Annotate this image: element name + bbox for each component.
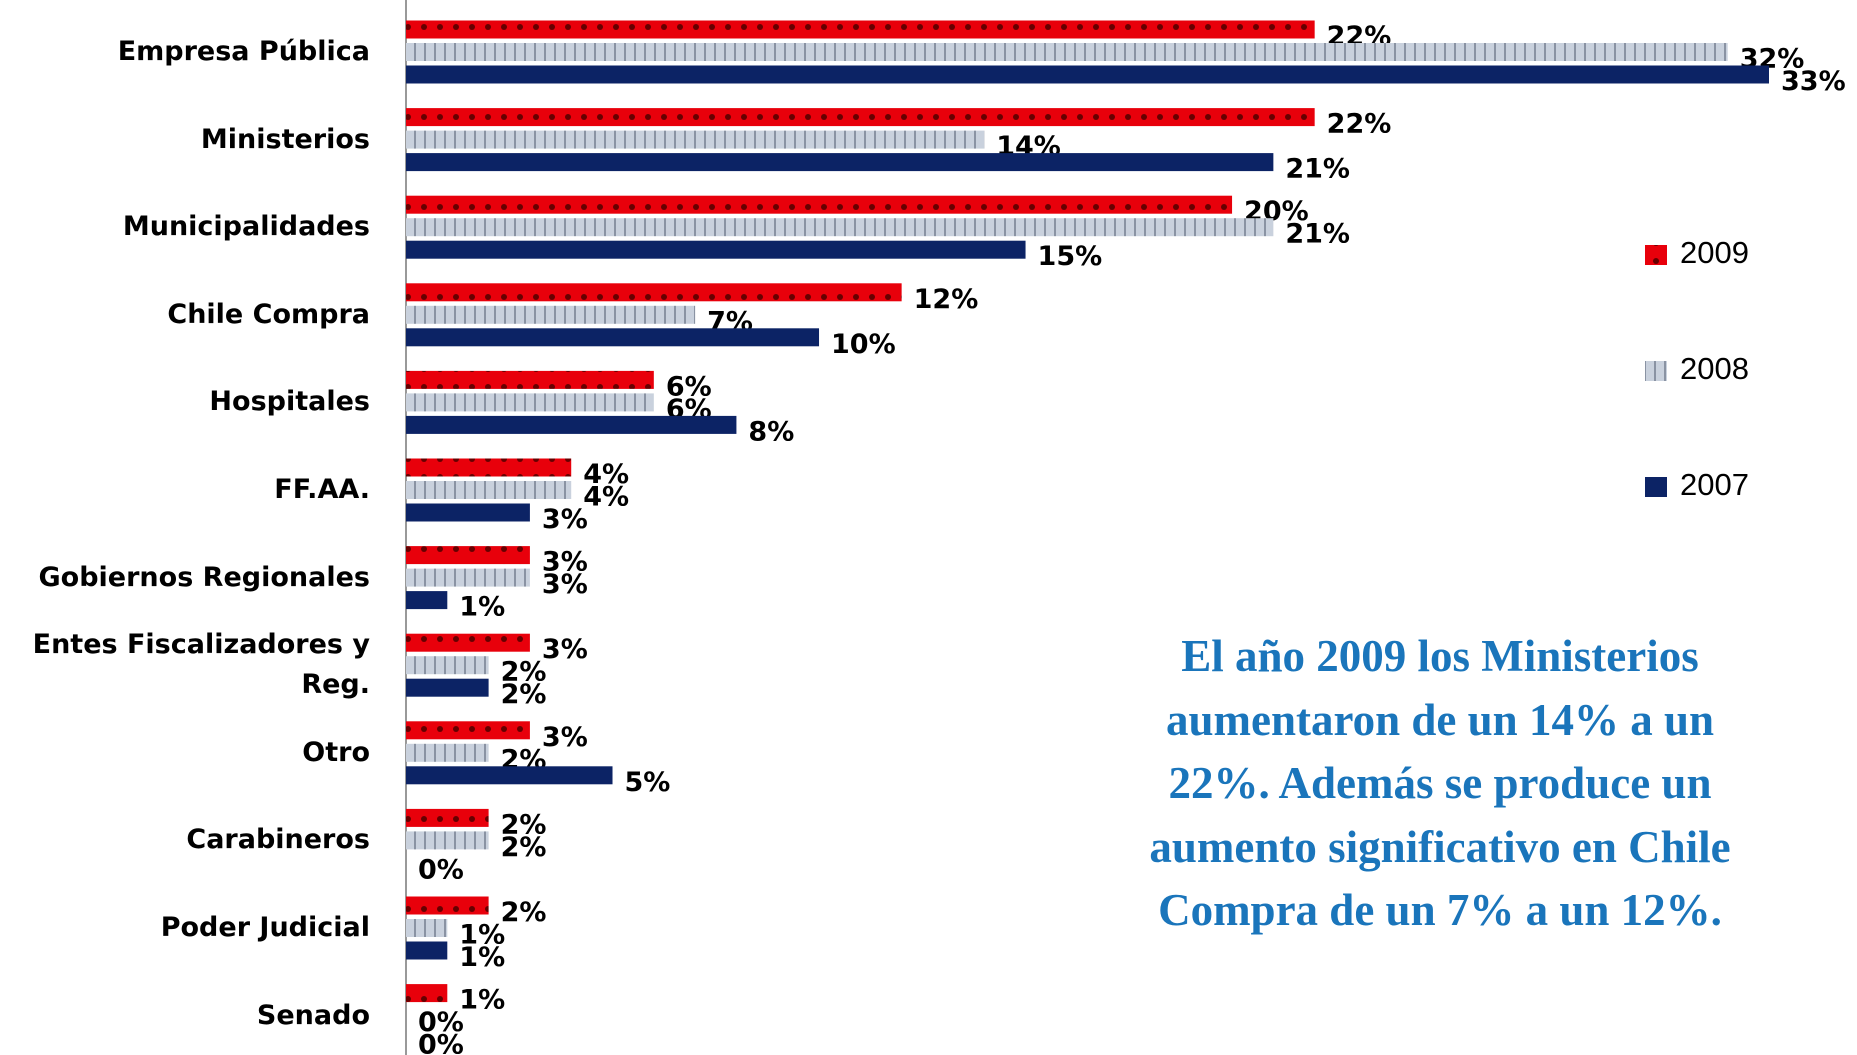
category-label: Carabineros	[186, 824, 370, 856]
bar	[406, 941, 448, 960]
bar	[406, 65, 1769, 84]
value-label: 2%	[501, 809, 547, 840]
legend-label: 2007	[1680, 467, 1749, 502]
value-label: 15%	[1038, 241, 1103, 272]
bar	[406, 20, 1315, 39]
bar	[406, 896, 489, 915]
bar	[406, 743, 489, 762]
category-label: FF.AA.	[274, 474, 370, 505]
value-label: 3%	[542, 547, 588, 578]
bar	[406, 633, 530, 652]
value-label: 10%	[831, 329, 896, 360]
value-label: 3%	[542, 722, 588, 753]
bar	[406, 130, 985, 149]
category-label: Chile Compra	[167, 298, 370, 330]
bar	[406, 546, 530, 565]
value-label: 5%	[625, 767, 671, 798]
value-label: 1%	[459, 985, 505, 1016]
bar	[406, 678, 489, 697]
bar	[406, 218, 1274, 237]
value-label: 21%	[1285, 219, 1350, 250]
bar	[406, 195, 1233, 214]
bar	[406, 831, 489, 850]
value-label: 3%	[542, 569, 588, 600]
bar	[406, 919, 448, 937]
bar	[406, 415, 737, 434]
category-label: Hospitales	[209, 386, 370, 418]
category-label: Poder Judicial	[160, 912, 370, 943]
value-label: 0%	[418, 1007, 464, 1038]
value-label: 22%	[1327, 109, 1392, 140]
value-label: 1%	[459, 920, 505, 951]
value-label: 6%	[666, 371, 712, 402]
bar	[406, 656, 489, 675]
annotation-line: aumentaron de un 14% a un	[1165, 694, 1715, 745]
bar	[406, 808, 489, 827]
legend-label: 2008	[1680, 351, 1749, 386]
bar	[406, 370, 654, 389]
category-label: Entes Fiscalizadores y Reg.	[32, 629, 370, 701]
value-label: 4%	[583, 482, 629, 513]
category-label: Gobiernos Regionales	[38, 561, 370, 593]
bar	[406, 503, 530, 522]
legend-swatch	[1645, 361, 1667, 381]
legend-label: 2009	[1680, 235, 1749, 270]
bar	[406, 240, 1026, 259]
value-label: 0%	[418, 1030, 464, 1055]
value-label: 0%	[418, 854, 464, 885]
value-label: 3%	[542, 634, 588, 665]
bar	[406, 108, 1315, 127]
bar	[406, 458, 572, 477]
value-label: 1%	[459, 592, 505, 623]
value-label: 12%	[914, 284, 979, 315]
value-label: 2%	[501, 679, 547, 710]
value-label: 1%	[459, 942, 505, 973]
annotation-line: Compra de un 7% a un 12%.	[1158, 885, 1722, 935]
bar	[406, 481, 572, 499]
value-label: 21%	[1285, 154, 1350, 185]
category-label: Empresa Pública	[117, 36, 370, 67]
bar	[406, 766, 613, 785]
category-label: Otro	[302, 736, 370, 768]
legend-swatch	[1645, 477, 1667, 497]
value-label: 8%	[748, 416, 794, 447]
annotation-line: 22%. Además se produce un	[1168, 758, 1712, 808]
bar	[406, 43, 1728, 61]
bar	[406, 393, 654, 412]
value-label: 2%	[501, 657, 547, 688]
value-label: 2%	[501, 832, 547, 863]
value-label: 4%	[583, 459, 629, 490]
legend-swatch	[1645, 245, 1667, 265]
bar	[406, 568, 530, 587]
annotation-line: El año 2009 los Ministerios	[1181, 631, 1699, 681]
bar	[406, 305, 696, 324]
bar	[406, 984, 448, 1003]
bar	[406, 153, 1274, 172]
value-label: 33%	[1781, 66, 1846, 97]
bar	[406, 283, 902, 302]
bar	[406, 328, 820, 347]
bar	[406, 591, 448, 610]
annotation: El año 2009 los Ministerios aumentaron de…	[1050, 625, 1830, 943]
annotation-line: aumento significativo en Chile	[1149, 821, 1731, 872]
bar	[406, 721, 530, 740]
value-label: 2%	[501, 897, 547, 928]
value-label: 3%	[542, 504, 588, 535]
category-label: Senado	[256, 999, 370, 1031]
category-label: Ministerios	[200, 123, 370, 155]
category-label: Municipalidades	[122, 211, 370, 243]
